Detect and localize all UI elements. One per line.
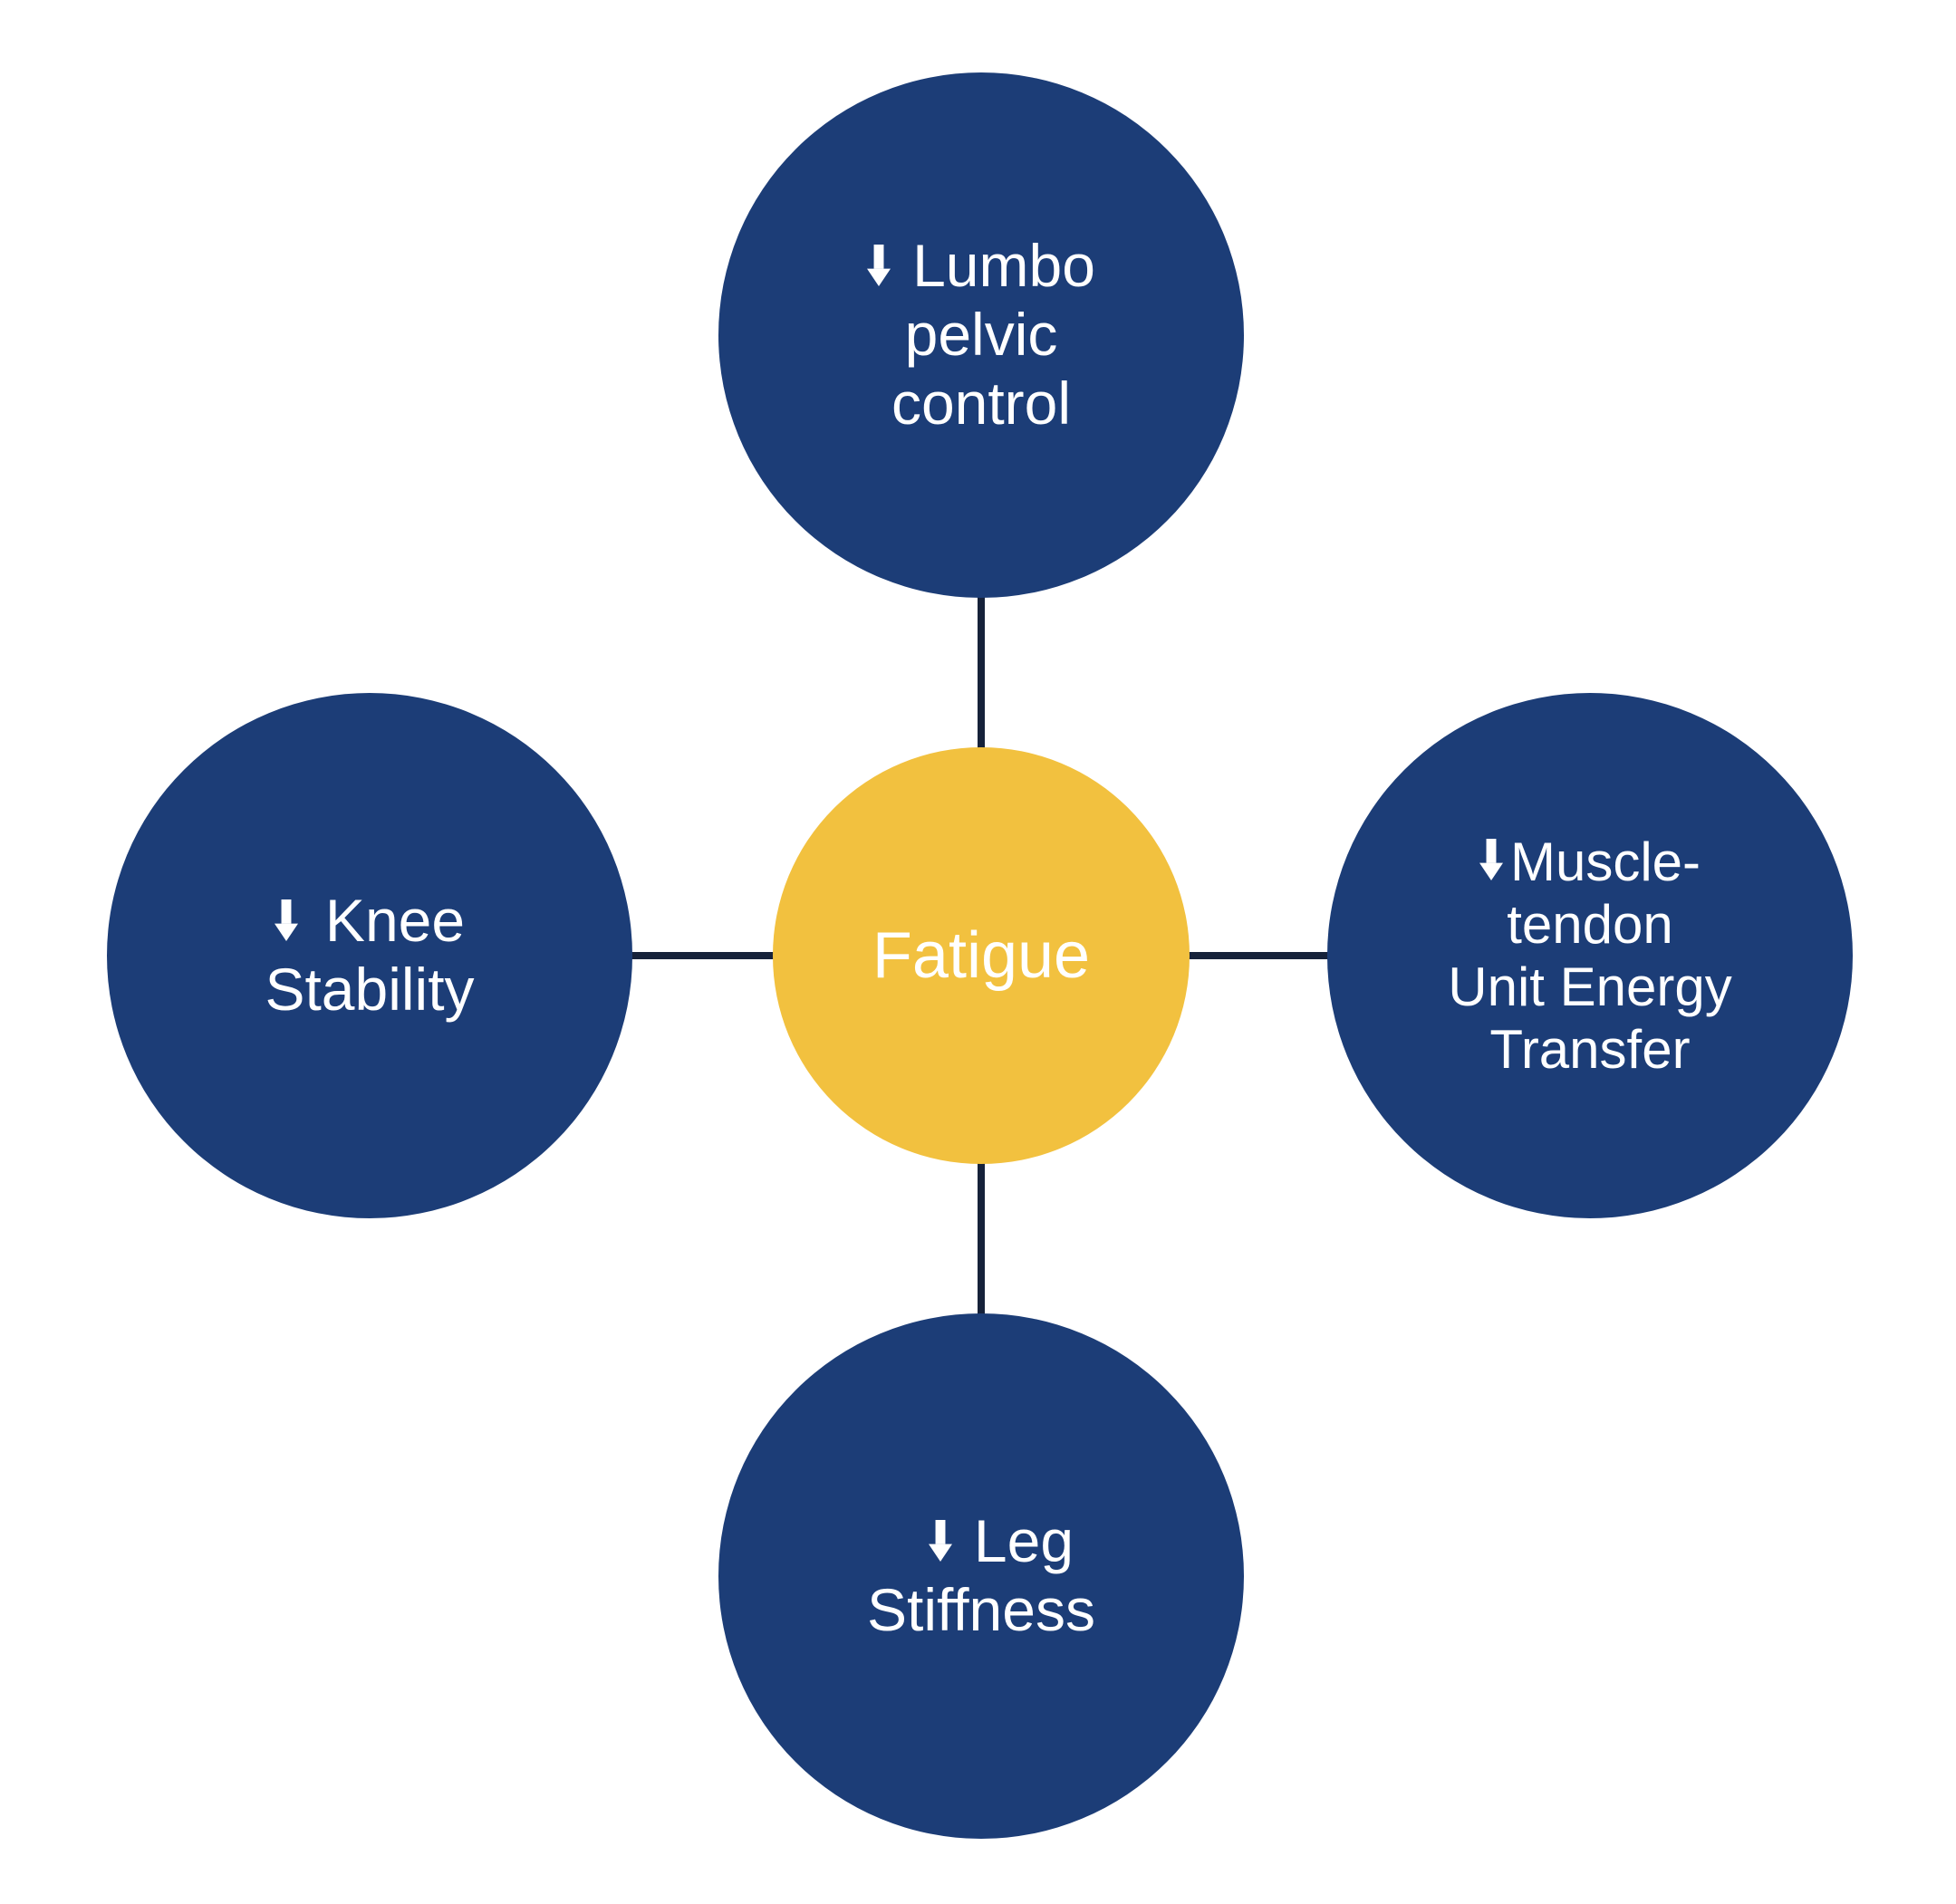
spoke-node-muscle-tendon-energy-transfer: Muscle- tendon Unit Energy Transfer [1327, 693, 1853, 1218]
node-label: Leg Stiffness [867, 1507, 1095, 1645]
edge-leg-stiffness [978, 1150, 985, 1332]
node-label: Knee Stability [265, 887, 474, 1024]
spoke-node-leg-stiffness: Leg Stiffness [718, 1313, 1244, 1839]
spoke-node-lumbo-pelvic-control: Lumbo pelvic control [718, 72, 1244, 598]
edge-muscle-tendon-energy-transfer [1178, 952, 1341, 959]
edge-lumbo-pelvic-control [978, 580, 985, 761]
spoke-node-knee-stability: Knee Stability [107, 693, 632, 1218]
edge-knee-stability [616, 952, 788, 959]
center-node-fatigue: Fatigue [773, 747, 1190, 1164]
node-label: Fatigue [872, 918, 1090, 994]
fatigue-diagram: Lumbo pelvic control Muscle- tendon Unit… [0, 0, 1956, 1904]
node-label: Lumbo pelvic control [867, 232, 1095, 438]
node-label: Muscle- tendon Unit Energy Transfer [1448, 831, 1731, 1081]
